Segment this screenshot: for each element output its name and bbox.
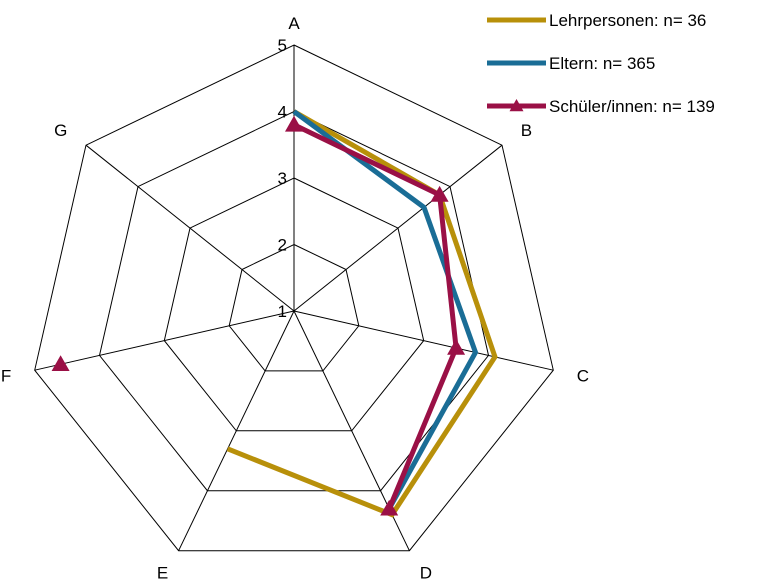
spoke-B (293, 144, 503, 312)
category-label-D: D (420, 563, 432, 582)
grid-ring-5 (34, 44, 554, 552)
legend: Lehrpersonen: n= 36 Eltern: n= 365 Schüler… (487, 11, 715, 116)
legend-label: Lehrpersonen: n= 36 (549, 11, 706, 30)
triangle-marker (380, 499, 399, 516)
legend-label: Eltern: n= 365 (549, 54, 655, 73)
category-labels: A B C D E F G (1, 14, 589, 582)
category-label-G: G (54, 121, 67, 140)
tick-label: 5 (278, 36, 287, 55)
spoke-C (293, 310, 554, 371)
triangle-marker (430, 185, 449, 202)
legend-item-1: Lehrpersonen: n= 36 (487, 11, 706, 30)
spoke-E (178, 310, 295, 551)
tick-label: 4 (278, 103, 287, 122)
category-label-B: B (521, 121, 532, 140)
radar-spokes (34, 45, 554, 551)
series-group (51, 109, 498, 518)
tick-label: 1 (278, 302, 287, 321)
triangle-marker (285, 115, 303, 132)
legend-item-3: Schüler/innen: n= 139 (487, 97, 715, 116)
radar-grid (34, 44, 554, 552)
category-label-F: F (1, 367, 11, 386)
legend-label: Schüler/innen: n= 139 (549, 97, 715, 116)
category-label-A: A (288, 14, 300, 33)
grid-ring-3 (163, 177, 425, 432)
category-label-E: E (157, 563, 168, 582)
tick-label: 3 (278, 169, 287, 188)
grid-ring-4 (98, 110, 490, 492)
tick-label: 2 (278, 236, 287, 255)
triangle-marker (447, 339, 466, 355)
legend-item-2: Eltern: n= 365 (487, 54, 655, 73)
spoke-F (34, 310, 295, 371)
series-line (226, 109, 498, 518)
series-1 (226, 109, 498, 518)
category-label-C: C (577, 367, 589, 386)
triangle-marker (51, 355, 70, 371)
series-3 (51, 115, 466, 516)
grid-ring-2 (228, 243, 360, 372)
legend-triangle-marker (509, 99, 524, 112)
spoke-G (85, 144, 295, 312)
series-line (292, 122, 459, 510)
radial-tick-labels: 1 2 3 4 5 (278, 36, 287, 321)
